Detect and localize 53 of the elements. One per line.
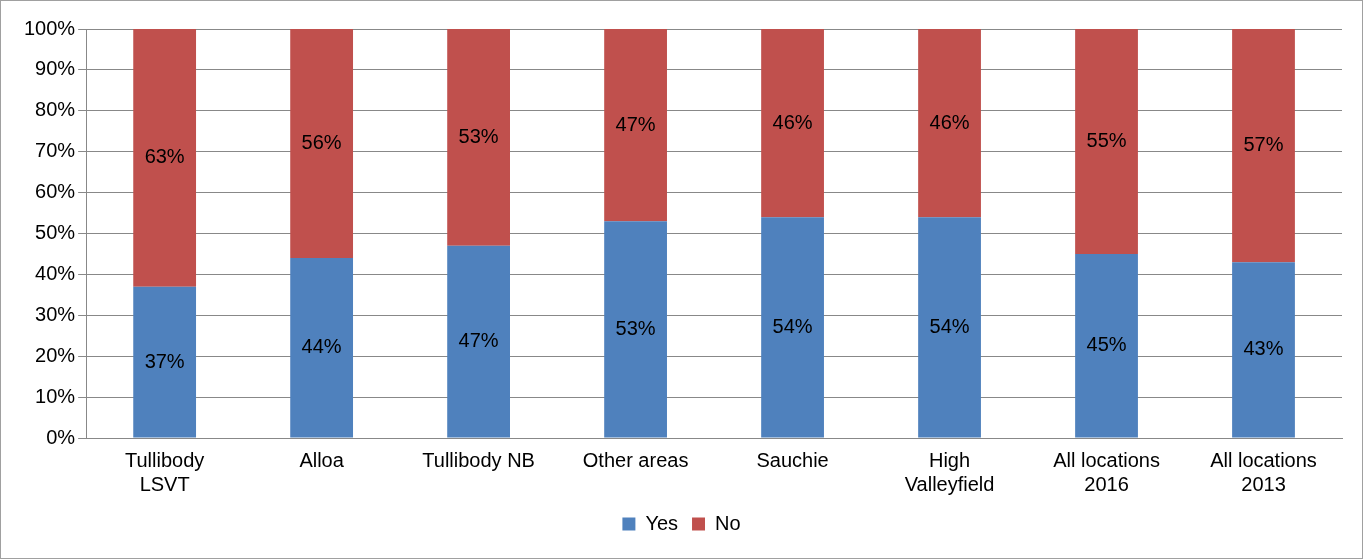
data-label: 43%	[1243, 337, 1284, 360]
bar	[604, 29, 667, 222]
bar	[290, 258, 354, 438]
legend-label: Yes	[645, 511, 679, 534]
bar	[133, 286, 197, 438]
data-label: 53%	[458, 124, 499, 147]
bar	[918, 217, 981, 438]
bar	[761, 217, 824, 438]
bar	[1232, 262, 1295, 438]
bar	[918, 29, 981, 218]
x-tick-label: Alloa	[299, 448, 345, 471]
data-label: 54%	[772, 314, 813, 337]
y-tick-label: 90%	[35, 57, 76, 80]
bar	[133, 29, 197, 287]
x-tick-label: Tullibody LSVT	[124, 448, 205, 495]
y-tick-label: 30%	[35, 302, 76, 325]
y-tick-label: 10%	[35, 384, 76, 407]
y-tick-label: 0%	[46, 425, 76, 448]
data-label: 63%	[144, 145, 185, 168]
data-label: 44%	[301, 335, 342, 358]
x-tick-label: All locations 2013	[1210, 448, 1317, 495]
bar	[1075, 253, 1138, 438]
data-label: 56%	[301, 131, 342, 154]
bar	[1075, 29, 1138, 254]
bar	[1232, 29, 1295, 263]
data-label: 45%	[1086, 333, 1127, 356]
x-tick-label: Other areas	[582, 448, 689, 471]
legend-label: No	[715, 511, 741, 534]
bar	[290, 29, 354, 259]
bar	[761, 29, 824, 218]
data-label: 53%	[615, 316, 656, 339]
y-tick-label: 70%	[35, 139, 76, 162]
y-tick-label: 100%	[24, 16, 76, 39]
data-label: 57%	[1243, 133, 1284, 156]
data-label: 54%	[929, 314, 970, 337]
data-label: 46%	[929, 110, 970, 133]
x-tick-label: High Valleyfield	[904, 448, 995, 495]
bar	[604, 221, 667, 438]
y-tick-label: 40%	[35, 261, 76, 284]
y-tick-label: 60%	[35, 180, 76, 203]
y-tick-label: 20%	[35, 343, 76, 366]
data-label: 37%	[144, 349, 185, 372]
data-label: 55%	[1086, 128, 1127, 151]
x-tick-label: Sauchie	[756, 448, 829, 471]
y-tick-label: 80%	[35, 98, 76, 121]
bar	[447, 29, 510, 246]
x-tick-label: Tullibody NB	[422, 448, 535, 471]
x-tick-label: All locations 2016	[1053, 448, 1160, 495]
data-label: 47%	[615, 112, 656, 135]
data-label: 46%	[772, 110, 813, 133]
data-label: 47%	[458, 329, 499, 352]
y-tick-label: 50%	[35, 221, 76, 244]
bar	[447, 245, 510, 438]
